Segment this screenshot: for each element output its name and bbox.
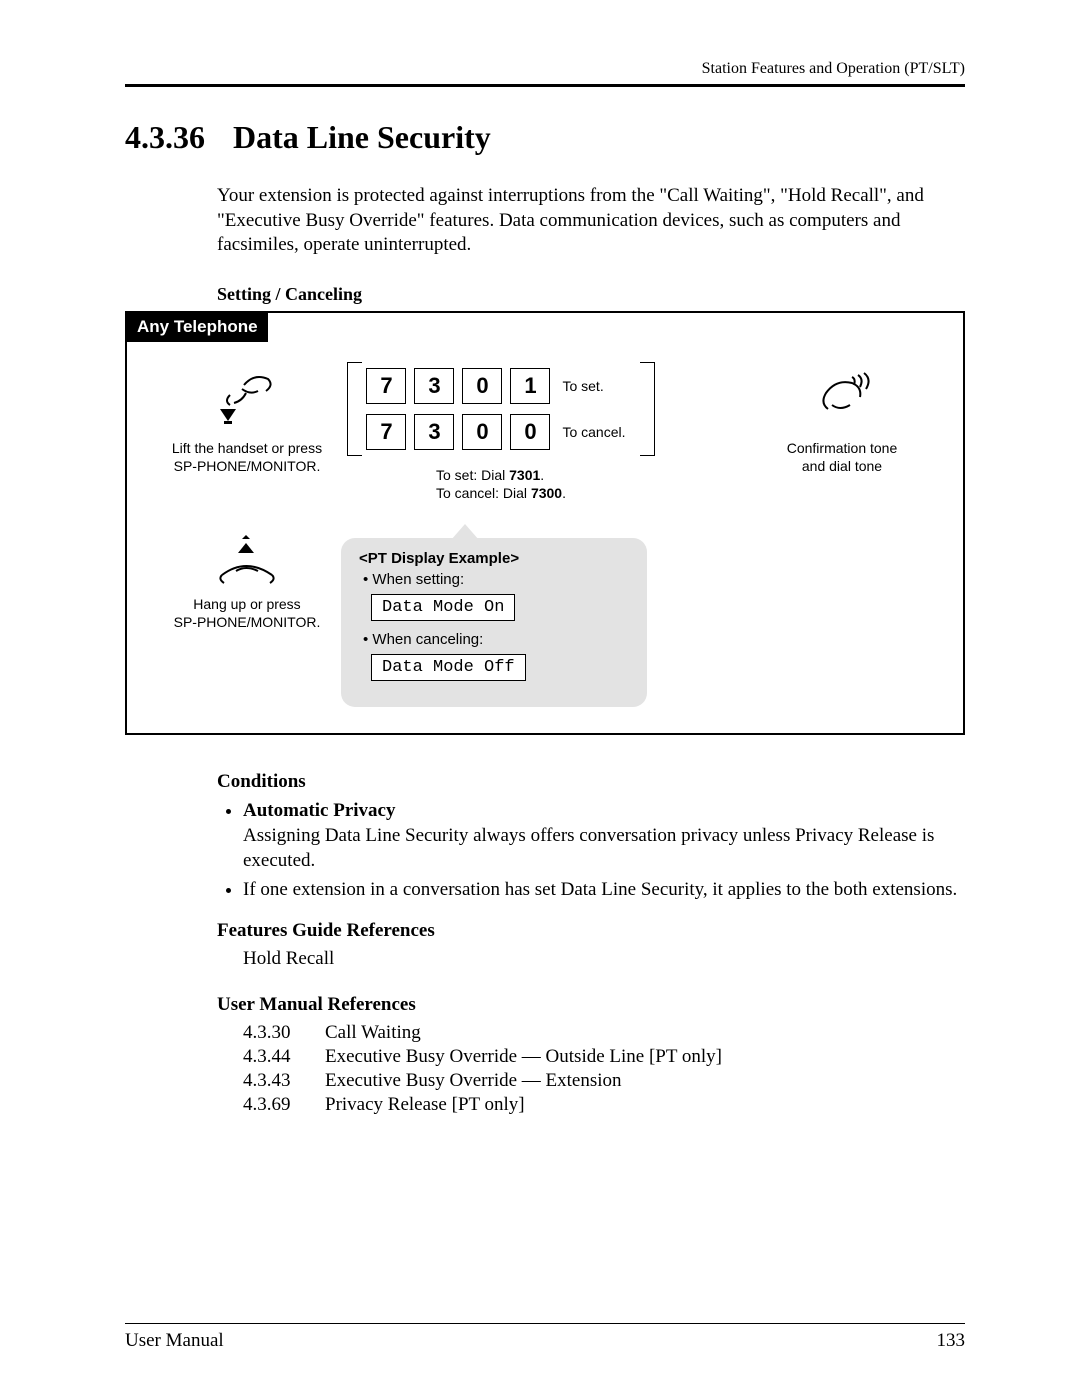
user-manual-refs-heading: User Manual References: [217, 994, 965, 1016]
bracket-right: [640, 362, 655, 456]
umr-row: 4.3.30 Call Waiting: [243, 1022, 965, 1044]
procedure-row-2: Hang up or press SP-PHONE/MONITOR. <PT D…: [127, 502, 963, 707]
step-lift-handset: Lift the handset or press SP-PHONE/MONIT…: [153, 362, 341, 475]
umr-row: 4.3.44 Executive Busy Override — Outside…: [243, 1046, 965, 1068]
key-7: 7: [366, 368, 406, 404]
dial-block: 7 3 0 1 To set. 7 3 0 0 To cancel.: [347, 362, 654, 456]
dial-label-cancel: To cancel.: [562, 424, 625, 440]
display-sample-on: Data Mode On: [371, 594, 515, 621]
bracket-left: [347, 362, 362, 456]
page: Station Features and Operation (PT/SLT) …: [0, 0, 1080, 1397]
step-dial: 7 3 0 1 To set. 7 3 0 0 To cancel.: [341, 362, 661, 502]
step-tone: Confirmation tone and dial tone: [747, 362, 937, 475]
header-rule: [125, 84, 965, 87]
dial-row-cancel: 7 3 0 0 To cancel.: [366, 414, 635, 450]
display-sample-off: Data Mode Off: [371, 654, 526, 681]
section-heading: 4.3.36Data Line Security: [125, 119, 965, 156]
section-number: 4.3.36: [125, 119, 233, 156]
dial-caption: To set: Dial 7301. To cancel: Dial 7300.: [436, 466, 566, 502]
procedure-header: Any Telephone: [127, 313, 268, 342]
callout-pointer: [451, 524, 479, 540]
umr-row: 4.3.43 Executive Busy Override — Extensi…: [243, 1070, 965, 1092]
tone-icon: [810, 362, 874, 432]
key-3b: 3: [414, 414, 454, 450]
running-header: Station Features and Operation (PT/SLT): [125, 60, 965, 78]
user-manual-refs-list: 4.3.30 Call Waiting 4.3.44 Executive Bus…: [243, 1022, 965, 1116]
key-0c: 0: [510, 414, 550, 450]
section-title-text: Data Line Security: [233, 119, 491, 155]
lift-handset-icon: [214, 362, 280, 432]
dial-label-set: To set.: [562, 378, 603, 394]
key-3: 3: [414, 368, 454, 404]
key-1: 1: [510, 368, 550, 404]
features-guide-item: Hold Recall: [243, 948, 965, 970]
step-hangup: Hang up or press SP-PHONE/MONITOR.: [153, 532, 341, 631]
procedure-row-1: Lift the handset or press SP-PHONE/MONIT…: [127, 342, 963, 502]
hangup-icon: [212, 532, 282, 588]
callout-sub2: • When canceling:: [363, 631, 629, 648]
footer-rule: [125, 1323, 965, 1324]
page-number: 133: [937, 1330, 966, 1352]
dial-row-set: 7 3 0 1 To set.: [366, 368, 635, 404]
key-7b: 7: [366, 414, 406, 450]
step4-caption: Hang up or press SP-PHONE/MONITOR.: [174, 596, 321, 631]
conditions-section: Conditions Automatic Privacy Assigning D…: [217, 771, 965, 1116]
intro-paragraph: Your extension is protected against inte…: [217, 184, 965, 258]
condition-2: If one extension in a conversation has s…: [243, 878, 965, 903]
footer-left: User Manual: [125, 1330, 224, 1352]
features-guide-heading: Features Guide References: [217, 920, 965, 942]
umr-row: 4.3.69 Privacy Release [PT only]: [243, 1094, 965, 1116]
key-0b: 0: [462, 414, 502, 450]
key-0: 0: [462, 368, 502, 404]
callout-sub1: • When setting:: [363, 571, 629, 588]
callout-title: <PT Display Example>: [359, 550, 629, 567]
footer: User Manual 133: [125, 1315, 965, 1352]
callout-col: <PT Display Example> • When setting: Dat…: [341, 506, 661, 707]
setting-canceling-heading: Setting / Canceling: [217, 284, 965, 305]
procedure-box: Any Telephone: [125, 311, 965, 735]
display-example-callout: <PT Display Example> • When setting: Dat…: [341, 538, 647, 707]
step3-caption: Confirmation tone and dial tone: [787, 440, 898, 475]
conditions-heading: Conditions: [217, 771, 965, 793]
condition-1: Automatic Privacy Assigning Data Line Se…: [243, 799, 965, 873]
step1-caption: Lift the handset or press SP-PHONE/MONIT…: [172, 440, 322, 475]
